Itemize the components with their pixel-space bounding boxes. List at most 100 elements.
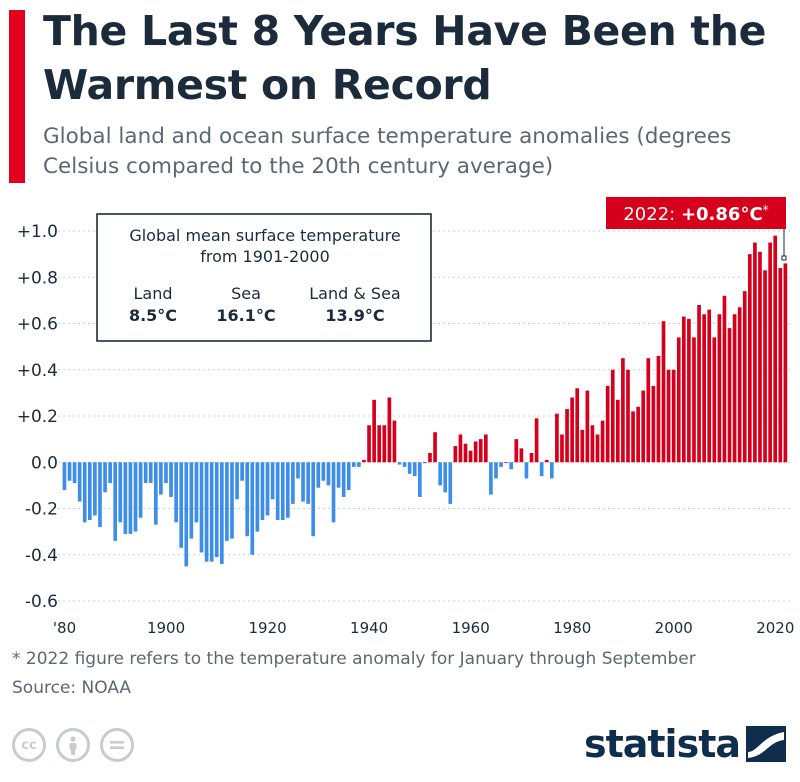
bar-1886: [93, 462, 97, 516]
bar-1949: [412, 462, 417, 477]
x-tick-label: 2000: [655, 619, 693, 637]
bar-1984: [590, 425, 595, 463]
bar-1914: [235, 462, 239, 500]
bar-1969: [514, 439, 519, 463]
y-tick-label: +0.8: [17, 268, 58, 288]
bar-1912: [225, 462, 229, 541]
bar-1952: [428, 453, 432, 463]
bar-1964: [489, 462, 493, 495]
no-derivatives-icon[interactable]: [100, 728, 134, 762]
bar-1936: [346, 462, 351, 490]
bar-2011: [727, 328, 732, 463]
info-item-value: 16.1°C: [216, 306, 275, 325]
statista-logo[interactable]: statista: [584, 722, 786, 766]
bar-1937: [351, 462, 356, 467]
bar-1946: [397, 462, 402, 465]
callout-value: +0.86°C: [681, 204, 763, 225]
bar-1917: [250, 462, 255, 555]
bar-1968: [509, 462, 514, 470]
bar-1939: [362, 459, 366, 463]
bar-1938: [357, 462, 361, 467]
x-tick-label: 1900: [147, 619, 185, 637]
bar-1931: [321, 462, 326, 481]
x-tick-label: 1940: [350, 619, 388, 637]
bar-2007: [707, 309, 712, 463]
bar-1933: [331, 462, 336, 523]
bar-1980: [570, 397, 574, 463]
bar-2001: [676, 337, 681, 463]
x-tick-label: '80: [53, 619, 76, 637]
info-item-label: Sea: [231, 284, 261, 303]
bar-1895: [138, 462, 143, 518]
info-box-heading: Global mean surface temperature: [129, 226, 400, 245]
y-axis-ticks: +1.0 +0.8 +0.6 +0.4 +0.2 0.0 -0.2 -0.4 -0.6: [17, 222, 58, 612]
bar-1958: [458, 434, 463, 463]
footnote: * 2022 figure refers to the temperature …: [12, 649, 696, 669]
bar-2009: [717, 314, 722, 463]
bar-1932: [326, 462, 331, 486]
bar-1960: [468, 450, 473, 463]
bar-1921: [270, 462, 275, 500]
bar-1970: [519, 448, 524, 463]
bar-1981: [575, 388, 580, 463]
svg-text:2022: +0.86°C*: 2022: +0.86°C*: [623, 203, 768, 225]
bar-1973: [534, 418, 539, 463]
callout-label: 2022:: [623, 204, 681, 225]
bar-2008: [712, 337, 717, 463]
callout-2022: 2022: +0.86°C*: [606, 197, 787, 261]
bar-1956: [448, 462, 453, 504]
bar-1943: [382, 425, 387, 463]
bar-1885: [87, 462, 92, 521]
bar-1959: [463, 443, 468, 463]
bar-1992: [631, 411, 635, 463]
bar-1884: [82, 462, 87, 523]
y-tick-label: +0.6: [17, 315, 58, 335]
bar-1882: [72, 462, 77, 484]
bar-1947: [402, 462, 407, 467]
page-subtitle: Global land and ocean surface temperatur…: [43, 124, 732, 179]
bar-1910: [214, 462, 219, 558]
bar-2012: [732, 314, 737, 463]
bar-1904: [184, 462, 189, 567]
info-box-subheading: from 1901-2000: [200, 247, 330, 266]
bar-1925: [291, 462, 295, 504]
bar-1906: [194, 462, 199, 523]
bar-1993: [636, 406, 640, 463]
bar-1901: [169, 462, 173, 497]
bar-1903: [179, 462, 184, 548]
bar-1966: [499, 462, 503, 467]
bar-1954: [438, 462, 442, 486]
bar-1986: [600, 420, 605, 463]
x-tick-label: 1960: [452, 619, 490, 637]
bar-1978: [560, 434, 564, 463]
bar-1988: [610, 369, 615, 463]
y-tick-label: -0.4: [25, 546, 58, 566]
bar-1935: [341, 462, 346, 497]
bar-1887: [98, 462, 102, 527]
bar-1924: [285, 462, 290, 518]
bar-2005: [697, 305, 701, 463]
bar-1883: [77, 462, 82, 502]
bar-1909: [209, 462, 214, 562]
attribution-icon[interactable]: [56, 728, 90, 762]
bar-1985: [595, 434, 600, 463]
bar-1990: [621, 358, 625, 463]
bar-1902: [174, 462, 178, 523]
bar-1987: [605, 385, 610, 463]
bar-2014: [742, 291, 747, 463]
x-tick-label: 1980: [553, 619, 591, 637]
bar-1927: [301, 462, 305, 502]
cc-icon[interactable]: cc: [12, 728, 46, 762]
bar-1967: [504, 462, 508, 464]
bar-1963: [483, 434, 488, 463]
bar-1929: [311, 462, 316, 537]
bar-1893: [128, 462, 133, 534]
bar-1919: [260, 462, 265, 521]
x-tick-label: 1920: [249, 619, 287, 637]
bar-1940: [367, 425, 371, 463]
bar-1965: [494, 462, 498, 479]
bar-2020: [773, 235, 778, 463]
bar-1999: [666, 369, 671, 463]
bar-1996: [651, 385, 656, 463]
bar-1944: [387, 397, 392, 463]
